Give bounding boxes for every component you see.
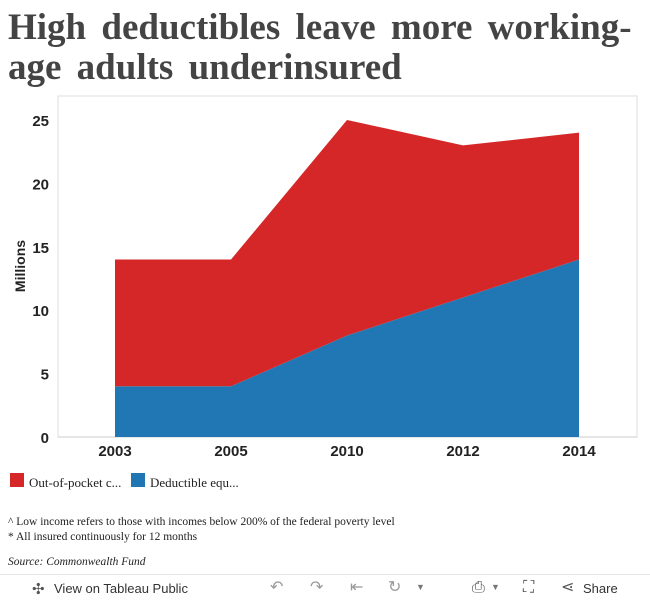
fullscreen-icon[interactable]: ⛶ <box>523 579 535 596</box>
legend-swatch <box>131 473 145 487</box>
revert-icon[interactable]: ⇤ <box>350 579 364 596</box>
y-tick-label: 20 <box>32 176 49 193</box>
download-icon[interactable]: ⎙ <box>472 579 485 596</box>
download-dropdown-chevron-icon[interactable]: ▼ <box>491 582 500 592</box>
view-on-tableau-label: View on Tableau Public <box>54 581 188 596</box>
y-tick-label: 25 <box>32 113 49 130</box>
legend-label: Deductible equ... <box>150 475 239 490</box>
x-tick-label: 2010 <box>330 443 363 460</box>
source-note: Source: Commonwealth Fund <box>8 556 146 568</box>
redo-icon[interactable]: ↷ <box>310 579 324 596</box>
chart-title: High deductibles leave more working-age … <box>8 7 632 88</box>
x-tick-label: 2012 <box>446 443 479 460</box>
area-chart: 0 5 10 15 20 25 2003 2005 2010 2012 2014 Millions <box>12 95 638 460</box>
refresh-dropdown-chevron-icon[interactable]: ▼ <box>416 582 425 592</box>
legend-swatch <box>10 473 24 487</box>
share-icon[interactable]: ⋖ <box>561 579 575 596</box>
legend-label: Out-of-pocket c... <box>29 475 122 490</box>
tableau-toolbar: ✣ View on Tableau Public ↶ ↷ ⇤ ↻ ▼ ⎙ ▼ ⛶… <box>0 574 650 601</box>
x-tick-label: 2005 <box>214 443 247 460</box>
x-tick-label: 2003 <box>98 443 131 460</box>
share-button[interactable]: Share <box>583 581 618 596</box>
undo-icon[interactable]: ↶ <box>270 579 284 596</box>
y-tick-label: 15 <box>32 240 49 257</box>
area-series-deductible[interactable] <box>115 259 579 437</box>
y-tick-label: 10 <box>32 303 49 320</box>
note-low-income: ^ Low income refers to those with income… <box>8 516 395 528</box>
note-all-insured: * All insured continuously for 12 months <box>8 531 198 543</box>
y-tick-label: 0 <box>41 430 49 447</box>
y-tick-label: 5 <box>41 367 49 384</box>
y-axis-label: Millions <box>12 240 28 292</box>
tableau-logo-icon: ✣ <box>32 581 45 598</box>
area-series-out-of-pocket[interactable] <box>115 120 579 387</box>
x-tick-label: 2014 <box>562 443 596 460</box>
refresh-icon[interactable]: ↻ <box>388 579 402 596</box>
